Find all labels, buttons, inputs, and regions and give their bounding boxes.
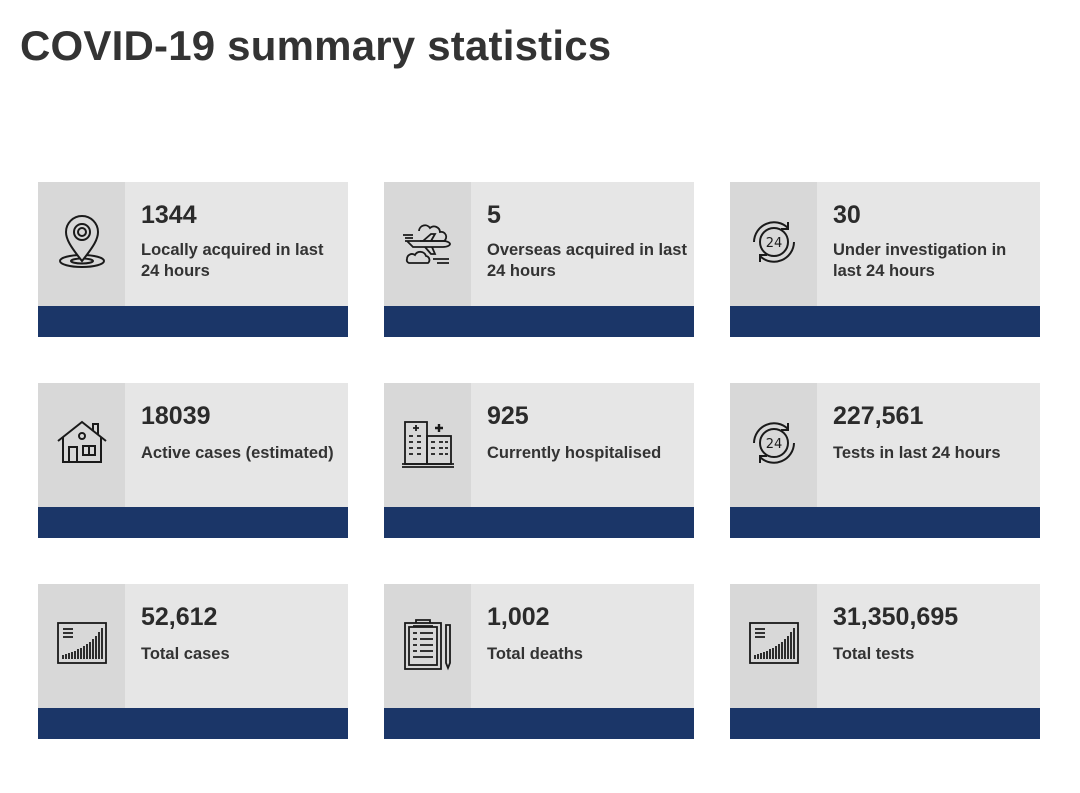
- stat-value: 52,612: [141, 603, 218, 631]
- stat-card-locally-acquired: 1344 Locally acquired in last 24 hours: [38, 182, 348, 337]
- stat-card-overseas-acquired: 5 Overseas acquired in last 24 hours: [384, 182, 694, 337]
- accent-bar: [38, 708, 348, 739]
- stat-value: 31,350,695: [833, 603, 959, 631]
- stat-value: 925: [487, 402, 529, 430]
- stat-card-total-deaths: 1,002 Total deaths: [384, 584, 694, 739]
- stat-card-total-cases: 52,612 Total cases: [38, 584, 348, 739]
- svg-text:24: 24: [765, 236, 782, 251]
- accent-bar: [384, 708, 694, 739]
- stat-value: 1344: [141, 201, 197, 229]
- stat-label: Locally acquired in last 24 hours: [141, 241, 324, 280]
- stat-label: Total cases: [141, 645, 230, 663]
- growth-chart-icon: [745, 615, 803, 678]
- stat-value: 18039: [141, 402, 211, 430]
- accent-bar: [384, 306, 694, 337]
- accent-bar: [730, 306, 1040, 337]
- stat-value: 30: [833, 201, 861, 229]
- accent-bar: [730, 507, 1040, 538]
- accent-bar: [730, 708, 1040, 739]
- 24-hours-icon: 24: [745, 213, 803, 276]
- stat-value: 1,002: [487, 603, 550, 631]
- stat-card-under-investigation: 24 30 Under investigation in last 24 hou…: [730, 182, 1040, 337]
- house-icon: [53, 414, 111, 477]
- stat-value: 5: [487, 201, 501, 229]
- page-title: COVID-19 summary statistics: [20, 22, 612, 69]
- stat-label: Active cases (estimated): [141, 444, 334, 462]
- stat-card-tests-24h: 24 227,561 Tests in last 24 hours: [730, 383, 1040, 538]
- stat-label: Currently hospitalised: [487, 444, 662, 462]
- location-pin-icon: [53, 213, 111, 276]
- stat-value: 227,561: [833, 402, 924, 430]
- growth-chart-icon: [53, 615, 111, 678]
- clipboard-icon: [399, 615, 457, 678]
- stat-card-active-cases: 18039 Active cases (estimated): [38, 383, 348, 538]
- stat-label: Total tests: [833, 645, 915, 663]
- stat-card-hospitalised: 925 Currently hospitalised: [384, 383, 694, 538]
- svg-text:24: 24: [765, 437, 782, 452]
- stat-label: Tests in last 24 hours: [833, 444, 1001, 462]
- accent-bar: [384, 507, 694, 538]
- stat-label: Under investigation in last 24 hours: [833, 241, 1007, 280]
- stat-card-total-tests: 31,350,695 Total tests: [730, 584, 1040, 739]
- accent-bar: [38, 306, 348, 337]
- hospital-icon: [399, 414, 457, 477]
- 24-hours-icon: 24: [745, 414, 803, 477]
- airplane-icon: [399, 213, 457, 276]
- stat-label: Overseas acquired in last 24 hours: [487, 241, 687, 280]
- accent-bar: [38, 507, 348, 538]
- stat-label: Total deaths: [487, 645, 583, 663]
